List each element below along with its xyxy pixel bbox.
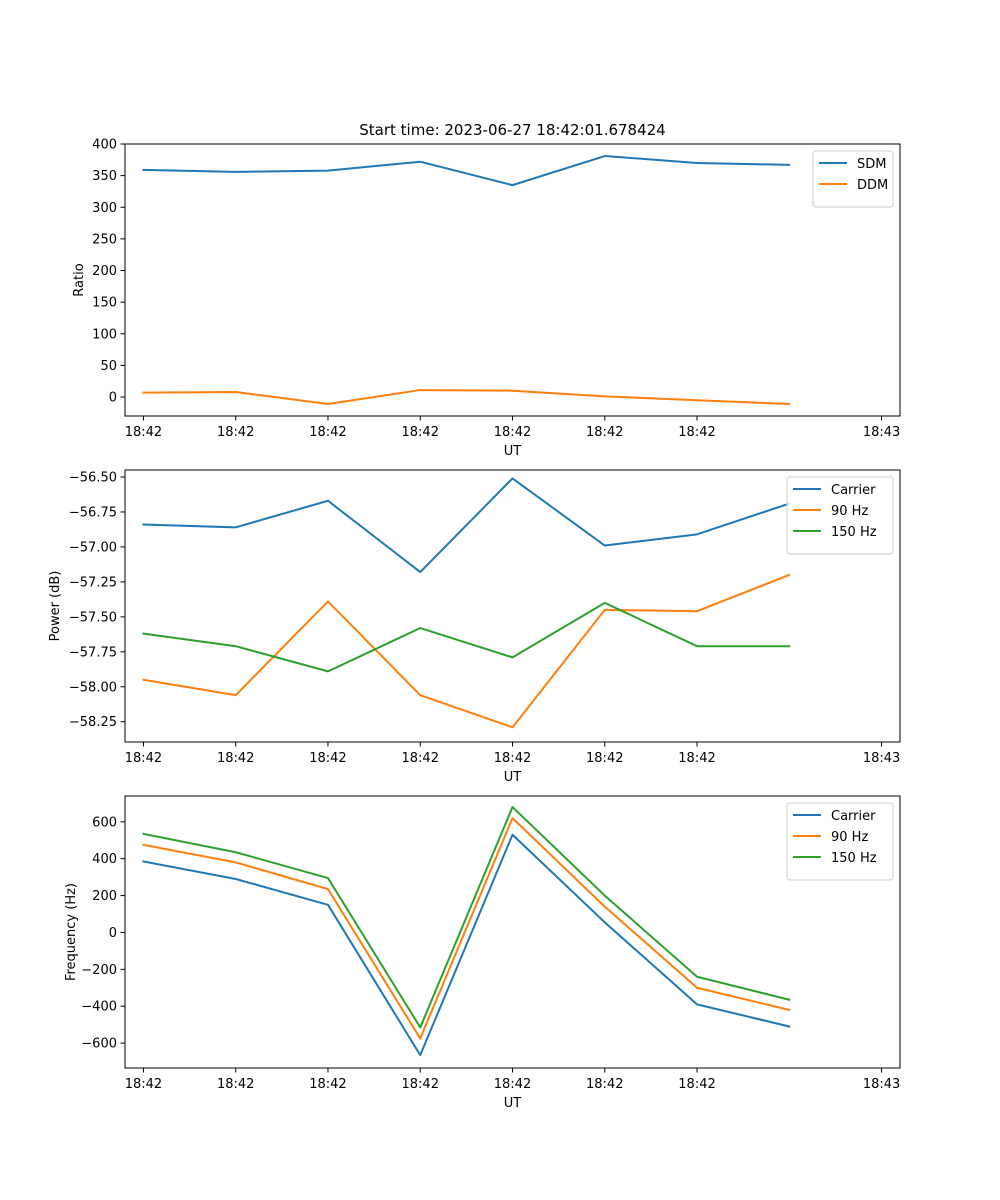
legend-label: Carrier: [831, 483, 876, 498]
y-tick-label: 600: [92, 815, 117, 830]
x-tick-label: 18:42: [217, 1077, 254, 1092]
x-tick-label: 18:42: [402, 1077, 439, 1092]
x-tick-label: 18:42: [586, 425, 623, 440]
x-tick-label: 18:42: [309, 751, 346, 766]
legend-3: Carrier 90 Hz 150 Hz: [786, 802, 894, 881]
legend-label: 150 Hz: [831, 851, 877, 866]
x-tick-label: 18:42: [678, 1077, 715, 1092]
legend-label: 150 Hz: [831, 525, 877, 540]
x-tick-label: 18:42: [494, 751, 531, 766]
x-tick-label: 18:42: [586, 751, 623, 766]
x-tick-label: 18:42: [494, 425, 531, 440]
x-tick-label: 18:42: [125, 425, 162, 440]
y-tick-label: 200: [92, 264, 117, 279]
subplot-3: 18:42 18:42 18:42 18:42 18:42 18:42 18:42 18:43…: [64, 795, 901, 1111]
series-line-3-3: [142, 806, 791, 1029]
legend-label: 90 Hz: [831, 504, 868, 519]
y-tick-label: 0: [109, 391, 117, 406]
y-tick-label: 150: [92, 296, 117, 311]
x-tick-label: 18:42: [678, 425, 715, 440]
subplot-2: 18:42 18:42 18:42 18:42 18:42 18:42 18:42 18:43…: [48, 469, 901, 785]
x-axis-label: UT: [504, 1096, 522, 1111]
series-line-1-1: [142, 155, 791, 187]
x-axis-label: UT: [504, 770, 522, 785]
y-tick-label: −58.25: [69, 715, 117, 730]
y-tick-label: −57.25: [69, 575, 117, 590]
legend-1: SDM DDM: [812, 150, 894, 208]
y-tick-label: 300: [92, 201, 117, 216]
y-axis-label: Ratio: [72, 263, 87, 296]
x-tick-label: 18:43: [863, 1077, 900, 1092]
y-tick-label: −600: [81, 1037, 117, 1052]
x-tick-label: 18:42: [586, 1077, 623, 1092]
legend-box: [812, 150, 894, 208]
y-tick-label: 0: [109, 926, 117, 941]
y-axis-label: Frequency (Hz): [64, 883, 79, 981]
y-tick-label: −56.50: [69, 470, 117, 485]
y-tick-label: 400: [92, 138, 117, 153]
series-line-2-1: [142, 477, 791, 574]
x-tick-label: 18:42: [125, 1077, 162, 1092]
x-tick-label: 18:42: [494, 1077, 531, 1092]
y-tick-label: −400: [81, 1000, 117, 1015]
y-tick-label: −57.50: [69, 610, 117, 625]
x-tick-label: 18:42: [678, 751, 715, 766]
y-tick-label: −58.00: [69, 680, 117, 695]
series-line-1-2: [142, 389, 791, 406]
subplots: 18:42 18:42 18:42 18:42 18:42 18:42 18:42 18:43…: [48, 138, 901, 1111]
series-line-3-1: [142, 833, 791, 1057]
x-tick-label: 18:43: [863, 425, 900, 440]
legend-box: [786, 802, 894, 881]
y-tick-label: −200: [81, 963, 117, 978]
x-tick-label: 18:42: [402, 751, 439, 766]
series-line-2-3: [142, 601, 791, 673]
legend-label: Carrier: [831, 809, 876, 824]
series-line-2-2: [142, 573, 791, 729]
x-axis-label: UT: [504, 444, 522, 459]
x-tick-label: 18:42: [402, 425, 439, 440]
y-tick-label: 250: [92, 232, 117, 247]
y-axis-label: Power (dB): [48, 571, 63, 642]
x-tick-label: 18:42: [125, 751, 162, 766]
y-tick-label: 350: [92, 169, 117, 184]
legend-label: SDM: [857, 157, 886, 172]
y-tick-label: 50: [100, 359, 117, 374]
legend-2: Carrier 90 Hz 150 Hz: [786, 476, 894, 555]
x-tick-label: 18:42: [217, 425, 254, 440]
y-tick-label: 400: [92, 852, 117, 867]
legend-label: DDM: [857, 178, 888, 193]
y-tick-label: 100: [92, 327, 117, 342]
figure-title: Start time: 2023-06-27 18:42:01.678424: [359, 121, 665, 139]
y-tick-label: −56.75: [69, 505, 117, 520]
x-tick-label: 18:42: [309, 425, 346, 440]
subplot-1: 18:42 18:42 18:42 18:42 18:42 18:42 18:42 18:43…: [72, 138, 901, 459]
x-tick-label: 18:43: [863, 751, 900, 766]
y-tick-label: 200: [92, 889, 117, 904]
legend-label: 90 Hz: [831, 830, 868, 845]
x-tick-label: 18:42: [217, 751, 254, 766]
x-tick-label: 18:42: [309, 1077, 346, 1092]
y-tick-label: −57.00: [69, 540, 117, 555]
series-line-3-2: [142, 817, 791, 1040]
y-tick-label: −57.75: [69, 645, 117, 660]
legend-box: [786, 476, 894, 555]
